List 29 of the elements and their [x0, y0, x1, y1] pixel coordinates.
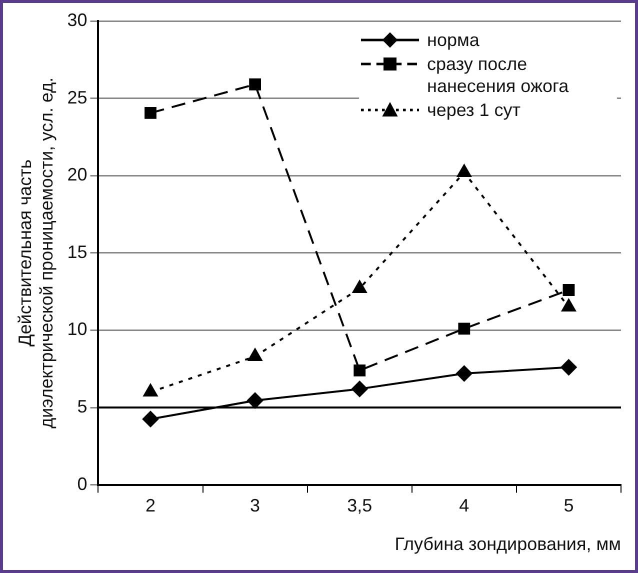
y-axis-title: Действительная часть диэлектрической проницаемости, усл. ед. — [14, 77, 56, 428]
legend-label: норма — [427, 29, 480, 51]
point — [247, 392, 264, 409]
x-axis-title: Глубина зондирования, мм — [394, 534, 621, 554]
point — [354, 364, 366, 376]
y-tick-label: 20 — [67, 164, 88, 185]
x-tick-label: 3,5 — [347, 496, 372, 516]
point — [144, 107, 156, 119]
point — [249, 78, 262, 90]
point — [143, 384, 158, 397]
y-tick-label: 10 — [67, 319, 88, 340]
point — [352, 380, 368, 397]
point — [456, 365, 472, 382]
point — [562, 284, 575, 296]
y-tick-label: 15 — [67, 242, 88, 262]
point — [457, 164, 472, 178]
point — [562, 299, 576, 312]
y-tick-label: 30 — [67, 10, 88, 30]
y-tick-label: 25 — [67, 87, 88, 108]
y-tick-label: 5 — [77, 396, 88, 416]
x-tick-label: 4 — [459, 496, 470, 516]
x-tick-label: 5 — [564, 496, 574, 516]
x-tick-label: 2 — [145, 496, 156, 516]
y-tick-label: 0 — [77, 474, 88, 494]
point — [560, 359, 577, 376]
point — [142, 411, 158, 428]
point — [458, 322, 470, 335]
legend-label: через 1 сут — [427, 99, 522, 121]
x-tick-label: 3 — [250, 496, 260, 516]
